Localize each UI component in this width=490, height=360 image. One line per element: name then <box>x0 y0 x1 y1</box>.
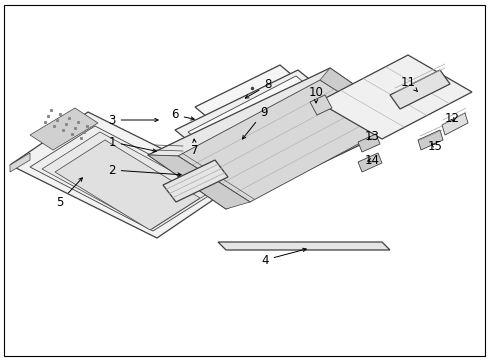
Text: 15: 15 <box>428 139 442 153</box>
Polygon shape <box>148 155 250 209</box>
Text: 1: 1 <box>108 135 156 152</box>
Polygon shape <box>318 55 472 139</box>
Text: 7: 7 <box>191 139 199 157</box>
Text: 13: 13 <box>365 130 379 144</box>
Text: 2: 2 <box>108 163 181 176</box>
Text: 3: 3 <box>108 113 158 126</box>
Polygon shape <box>175 70 350 172</box>
Polygon shape <box>218 242 390 250</box>
Polygon shape <box>148 68 408 209</box>
Polygon shape <box>10 153 30 172</box>
Text: 6: 6 <box>171 108 194 122</box>
Polygon shape <box>358 134 380 152</box>
Polygon shape <box>55 140 200 230</box>
Text: 4: 4 <box>261 248 306 266</box>
Polygon shape <box>310 95 332 115</box>
Text: 8: 8 <box>245 78 271 98</box>
Polygon shape <box>163 160 228 202</box>
Polygon shape <box>358 153 382 172</box>
Polygon shape <box>30 126 218 231</box>
Polygon shape <box>30 108 98 150</box>
Polygon shape <box>195 65 310 132</box>
Text: 9: 9 <box>243 105 268 139</box>
Polygon shape <box>10 112 235 238</box>
Text: 11: 11 <box>400 76 417 91</box>
Polygon shape <box>188 76 342 170</box>
Polygon shape <box>320 68 408 126</box>
Polygon shape <box>390 70 450 109</box>
Polygon shape <box>442 113 468 135</box>
Polygon shape <box>178 80 392 202</box>
Text: 5: 5 <box>56 178 82 208</box>
Polygon shape <box>188 132 206 148</box>
Polygon shape <box>418 130 443 150</box>
Text: 14: 14 <box>365 153 379 166</box>
Polygon shape <box>42 132 210 229</box>
Polygon shape <box>222 138 244 157</box>
Text: 10: 10 <box>309 85 323 103</box>
Text: 12: 12 <box>444 112 460 125</box>
